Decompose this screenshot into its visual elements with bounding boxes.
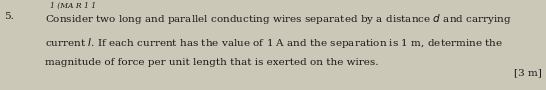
Text: magnitude of force per unit length that is exerted on the wires.: magnitude of force per unit length that … (45, 58, 378, 67)
Text: Consider two long and parallel conducting wires separated by a distance $d$ and : Consider two long and parallel conductin… (45, 12, 512, 26)
Text: [3 m]: [3 m] (514, 68, 542, 77)
Text: 5.: 5. (4, 12, 14, 21)
Text: current $I$. If each current has the value of 1 A and the separation is 1 m, det: current $I$. If each current has the val… (45, 36, 503, 50)
Text: 1 (MA R 1 1: 1 (MA R 1 1 (50, 2, 96, 10)
